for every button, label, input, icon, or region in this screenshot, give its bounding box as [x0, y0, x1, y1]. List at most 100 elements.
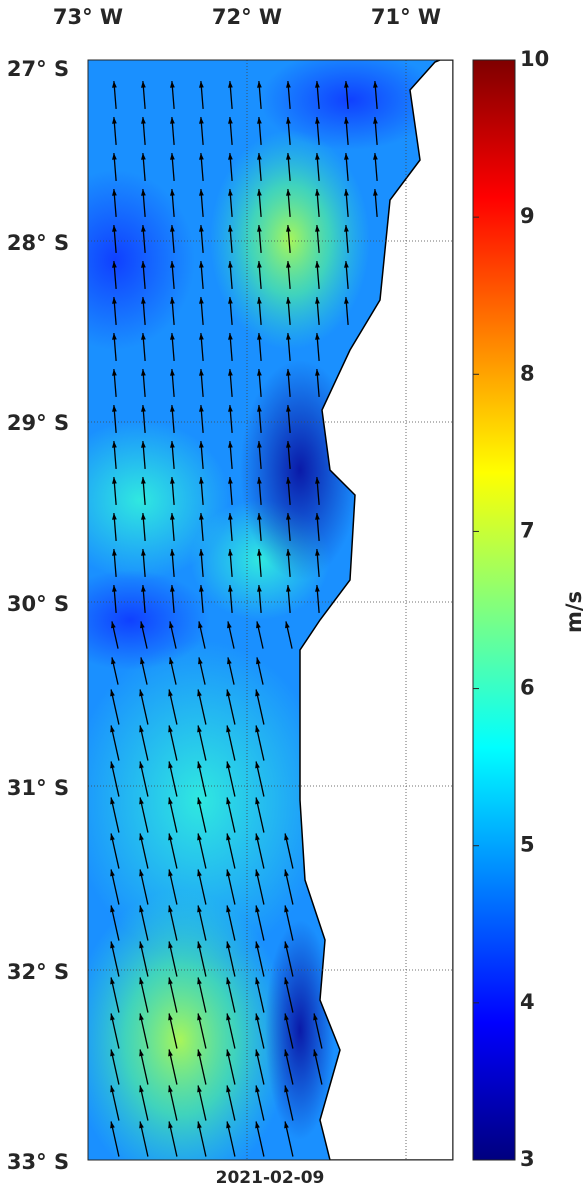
arrow-head: [110, 869, 115, 877]
arrow-head: [198, 657, 203, 665]
arrow-head: [110, 977, 115, 985]
arrow-head: [286, 333, 291, 340]
arrow-head: [139, 1085, 144, 1093]
arrow-head: [284, 941, 289, 949]
arrow-head: [255, 1049, 260, 1057]
plot-frame: [87, 59, 454, 1161]
arrow-head: [199, 585, 204, 592]
arrow-head: [199, 405, 204, 412]
arrow-head: [315, 153, 320, 160]
colorbar: [472, 59, 516, 1161]
arrow-head: [257, 189, 262, 196]
lon-label: 73° W: [53, 5, 123, 29]
arrow-head: [170, 369, 175, 376]
arrow-head: [140, 657, 145, 665]
arrow-head: [228, 405, 233, 412]
arrow-head: [197, 833, 202, 841]
arrow-head: [255, 833, 260, 841]
arrow-head: [197, 905, 202, 913]
arrow-head: [257, 225, 262, 232]
arrow-head: [139, 905, 144, 913]
arrow-head: [168, 1013, 173, 1021]
arrow-head: [315, 189, 320, 196]
arrow-head: [139, 797, 144, 805]
arrow-head: [199, 153, 204, 160]
arrow-head: [170, 333, 175, 340]
arrow-head: [255, 725, 260, 733]
arrow-head: [168, 689, 173, 697]
arrow-head: [286, 405, 291, 412]
arrow-head: [199, 477, 204, 484]
arrow-head: [284, 869, 289, 877]
arrow-head: [197, 869, 202, 877]
arrow-head: [226, 833, 231, 841]
arrow-head: [112, 585, 117, 592]
arrow-head: [226, 725, 231, 733]
arrow-head: [112, 477, 117, 484]
arrow-head: [228, 369, 233, 376]
arrow-head: [228, 261, 233, 268]
arrow-head: [315, 369, 320, 376]
graticule: [88, 60, 453, 1160]
arrow-head: [139, 977, 144, 985]
arrow-head: [199, 441, 204, 448]
arrow-head: [197, 1013, 202, 1021]
arrow-head: [256, 657, 261, 665]
arrow-head: [110, 941, 115, 949]
arrow-head: [344, 189, 349, 196]
lat-label: 33° S: [7, 1150, 69, 1174]
arrow-head: [226, 941, 231, 949]
arrow-head: [141, 189, 146, 196]
arrow-head: [139, 725, 144, 733]
arrow-head: [199, 549, 204, 556]
arrow-head: [284, 833, 289, 841]
arrow-head: [228, 81, 233, 88]
arrow-head: [286, 477, 291, 484]
arrow-head: [257, 117, 262, 124]
arrow-head: [373, 117, 378, 124]
colorbar-tick-label: 5: [520, 833, 535, 857]
arrow-head: [110, 833, 115, 841]
arrow-head: [228, 549, 233, 556]
arrow-head: [226, 1121, 231, 1129]
arrow-head: [257, 153, 262, 160]
arrow-head: [112, 513, 117, 520]
arrow-head: [170, 441, 175, 448]
arrow-head: [110, 1049, 115, 1057]
arrow-head: [198, 621, 203, 629]
lat-label: 31° S: [7, 776, 69, 800]
arrow-head: [139, 869, 144, 877]
arrow-head: [110, 725, 115, 733]
arrow-head: [139, 941, 144, 949]
arrow-head: [255, 1085, 260, 1093]
arrow-head: [257, 297, 262, 304]
arrow-head: [112, 405, 117, 412]
arrow-head: [286, 585, 291, 592]
arrow-head: [257, 477, 262, 484]
arrow-head: [141, 549, 146, 556]
arrow-head: [373, 153, 378, 160]
arrow-head: [112, 81, 117, 88]
arrow-head: [168, 905, 173, 913]
arrow-head: [169, 621, 174, 629]
arrow-head: [344, 81, 349, 88]
arrow-head: [168, 725, 173, 733]
arrow-head: [256, 621, 261, 629]
wind-arrows: [110, 80, 378, 1157]
colorbar-tick-label: 10: [520, 47, 549, 71]
arrow-head: [197, 689, 202, 697]
arrow-head: [199, 261, 204, 268]
arrow-head: [110, 905, 115, 913]
arrow-head: [141, 117, 146, 124]
arrow-head: [226, 761, 231, 769]
arrow-head: [170, 225, 175, 232]
arrow-head: [197, 725, 202, 733]
arrow-head: [168, 797, 173, 805]
arrow-head: [111, 621, 116, 629]
arrow-head: [170, 513, 175, 520]
arrow-head: [284, 1013, 289, 1021]
arrow-head: [168, 977, 173, 985]
arrow-head: [286, 153, 291, 160]
arrow-head: [112, 117, 117, 124]
